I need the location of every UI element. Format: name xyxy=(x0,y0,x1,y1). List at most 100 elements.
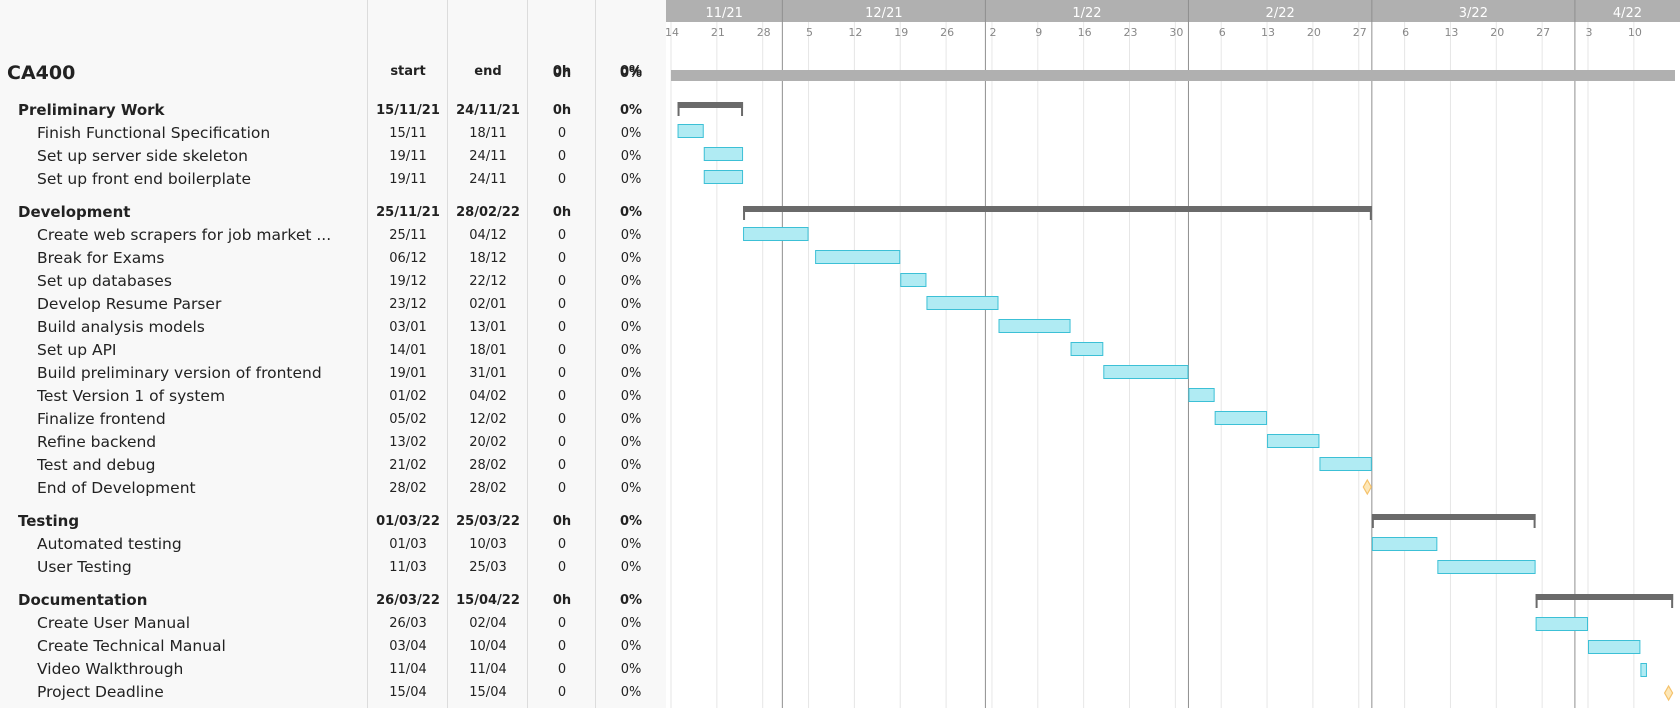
task-end: 24/11 xyxy=(469,172,507,187)
task-row-t8[interactable]: Build analysis models 03/01 13/01 0 0% xyxy=(0,318,666,340)
task-end: 28/02/22 xyxy=(456,205,520,220)
task-end: 10/03 xyxy=(469,537,507,552)
task-percent: 0% xyxy=(620,297,642,312)
task-row-t7[interactable]: Develop Resume Parser 23/12 02/01 0 0% xyxy=(0,295,666,317)
task-percent: 0% xyxy=(620,639,642,654)
summary-bar-end-left xyxy=(1371,514,1374,528)
task-hours: 0h xyxy=(552,66,572,81)
task-name: Set up server side skeleton xyxy=(37,147,248,165)
task-bar-t15 xyxy=(1371,537,1438,551)
project-bar-ca400 xyxy=(671,70,1675,81)
task-bar-t6 xyxy=(900,273,927,287)
task-end: 25/03 xyxy=(469,560,507,575)
column-divider xyxy=(447,0,448,708)
task-bar-t14 xyxy=(1319,457,1372,471)
task-row-m2[interactable]: Project Deadline 15/04 15/04 0 0% xyxy=(0,683,666,705)
task-end: 24/11/21 xyxy=(456,103,520,118)
task-row-prelim[interactable]: Preliminary Work 15/11/21 24/11/21 0h 0% xyxy=(0,101,666,123)
task-hours: 0 xyxy=(557,639,567,654)
task-row-t17[interactable]: Create User Manual 26/03 02/04 0 0% xyxy=(0,614,666,636)
task-row-m1[interactable]: End of Development 28/02 28/02 0 0% xyxy=(0,479,666,501)
task-percent: 0% xyxy=(619,514,643,529)
column-header-start[interactable]: start xyxy=(390,64,426,79)
task-row-ca400[interactable]: CA400 0h 0% xyxy=(0,62,666,92)
task-row-t12[interactable]: Finalize frontend 05/02 12/02 0 0% xyxy=(0,410,666,432)
task-hours: 0 xyxy=(557,481,567,496)
task-start: 26/03/22 xyxy=(376,593,440,608)
task-percent: 0% xyxy=(620,320,642,335)
column-divider xyxy=(527,0,528,708)
task-row-t18[interactable]: Create Technical Manual 03/04 10/04 0 0% xyxy=(0,637,666,659)
task-percent: 0% xyxy=(619,66,643,81)
summary-bar-end-left xyxy=(1535,594,1538,608)
task-row-t10[interactable]: Build preliminary version of frontend 19/… xyxy=(0,364,666,386)
week-tick-label: 6 xyxy=(1402,26,1409,39)
task-hours: 0 xyxy=(557,412,567,427)
task-hours: 0 xyxy=(557,389,567,404)
summary-bar-end-right xyxy=(1671,594,1674,608)
task-start: 15/11/21 xyxy=(376,103,440,118)
task-bar-t9 xyxy=(1070,342,1104,356)
month-label: 4/22 xyxy=(1613,6,1642,21)
task-hours: 0h xyxy=(552,205,572,220)
task-name: Refine backend xyxy=(37,433,157,451)
gantt-chart[interactable]: 14 21 28 5 12 19 26 2 9 16 23 30 6 13 20 27 6 13 20 27 3 10 11… xyxy=(665,0,1680,708)
task-start: 19/01 xyxy=(389,366,427,381)
week-tick-label: 6 xyxy=(1219,26,1226,39)
task-row-t15[interactable]: Automated testing 01/03 10/03 0 0% xyxy=(0,535,666,557)
task-bar-t2 xyxy=(703,147,744,161)
week-tick-label: 26 xyxy=(940,26,954,39)
task-end: 25/03/22 xyxy=(456,514,520,529)
task-row-test[interactable]: Testing 01/03/22 25/03/22 0h 0% xyxy=(0,512,666,534)
task-name: Develop Resume Parser xyxy=(37,295,222,313)
task-bar-t4 xyxy=(743,227,809,241)
task-name: Development xyxy=(18,203,131,221)
task-row-t5[interactable]: Break for Exams 06/12 18/12 0 0% xyxy=(0,249,666,271)
task-percent: 0% xyxy=(620,412,642,427)
column-header-hours[interactable]: 0h xyxy=(552,64,572,79)
task-row-t9[interactable]: Set up API 14/01 18/01 0 0% xyxy=(0,341,666,363)
task-percent: 0% xyxy=(620,435,642,450)
task-end: 11/04 xyxy=(469,662,507,677)
task-hours: 0 xyxy=(557,251,567,266)
task-hours: 0 xyxy=(557,126,567,141)
week-tick-label: 10 xyxy=(1628,26,1642,39)
task-end: 22/12 xyxy=(469,274,507,289)
week-tick-label: 20 xyxy=(1490,26,1504,39)
task-name: Video Walkthrough xyxy=(37,660,184,678)
task-start: 11/04 xyxy=(389,662,427,677)
task-row-doc[interactable]: Documentation 26/03/22 15/04/22 0h 0% xyxy=(0,591,666,613)
task-row-t11[interactable]: Test Version 1 of system 01/02 04/02 0 0% xyxy=(0,387,666,409)
milestone-m2 xyxy=(1663,684,1674,702)
column-header-end[interactable]: end xyxy=(474,64,502,79)
task-end: 24/11 xyxy=(469,149,507,164)
task-start: 19/11 xyxy=(389,149,427,164)
task-row-t4[interactable]: Create web scrapers for job market ... 25… xyxy=(0,226,666,248)
summary-bar-prelim xyxy=(677,102,744,108)
task-start: 19/11 xyxy=(389,172,427,187)
task-start: 03/04 xyxy=(389,639,427,654)
task-percent: 0% xyxy=(620,389,642,404)
week-tick-label: 19 xyxy=(894,26,908,39)
column-header-percent[interactable]: 0% xyxy=(619,64,643,79)
task-name: End of Development xyxy=(37,479,196,497)
task-row-t19[interactable]: Video Walkthrough 11/04 11/04 0 0% xyxy=(0,660,666,682)
task-row-t14[interactable]: Test and debug 21/02 28/02 0 0% xyxy=(0,456,666,478)
task-row-t2[interactable]: Set up server side skeleton 19/11 24/11 0 0% xyxy=(0,147,666,169)
task-end: 18/11 xyxy=(469,126,507,141)
column-divider xyxy=(367,0,368,708)
task-row-t13[interactable]: Refine backend 13/02 20/02 0 0% xyxy=(0,433,666,455)
task-percent: 0% xyxy=(619,593,643,608)
task-row-dev[interactable]: Development 25/11/21 28/02/22 0h 0% xyxy=(0,203,666,225)
task-bar-t12 xyxy=(1214,411,1268,425)
task-row-t3[interactable]: Set up front end boilerplate 19/11 24/11 0 0… xyxy=(0,170,666,192)
month-label: 2/22 xyxy=(1266,6,1295,21)
task-name: Test and debug xyxy=(37,456,156,474)
task-row-t1[interactable]: Finish Functional Specification 15/11 18/1… xyxy=(0,124,666,146)
task-table: start end 0h 0% CA400 0h 0% Preliminary Wor… xyxy=(0,0,666,708)
task-row-t16[interactable]: User Testing 11/03 25/03 0 0% xyxy=(0,558,666,580)
task-start: 19/12 xyxy=(389,274,427,289)
task-percent: 0% xyxy=(620,251,642,266)
task-percent: 0% xyxy=(620,662,642,677)
task-row-t6[interactable]: Set up databases 19/12 22/12 0 0% xyxy=(0,272,666,294)
